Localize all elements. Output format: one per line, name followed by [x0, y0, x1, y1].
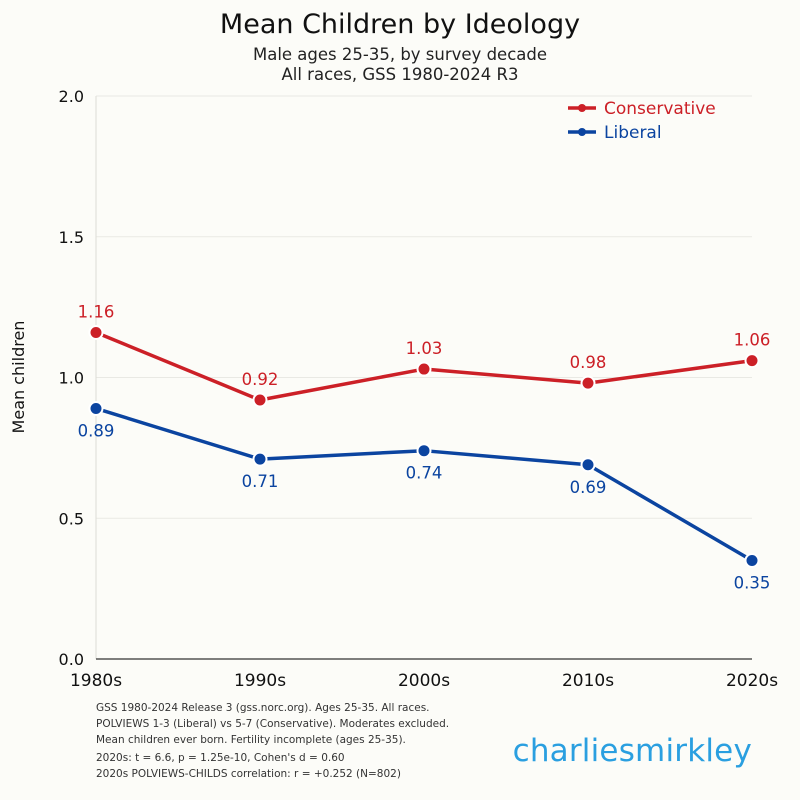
data-point-conservative — [252, 392, 268, 408]
chart-subtitle-line-1: Male ages 25-35, by survey decade — [253, 45, 547, 64]
data-point-liberal — [416, 443, 432, 459]
data-label-conservative: 0.92 — [242, 370, 279, 389]
legend-label-liberal: Liberal — [604, 123, 662, 143]
data-point-liberal — [744, 552, 760, 568]
chart-footnotes: GSS 1980-2024 Release 3 (gss.norc.org). … — [96, 700, 449, 782]
data-label-liberal: 0.71 — [242, 472, 279, 491]
y-tick-label: 0.5 — [59, 509, 84, 528]
y-tick-label: 1.0 — [59, 369, 84, 388]
x-tick-label: 1980s — [70, 671, 122, 691]
footnote-stat-line: 2020s: t = 6.6, p = 1.25e-10, Cohen's d … — [96, 752, 345, 764]
data-point-conservative — [580, 375, 596, 391]
y-tick-label: 1.5 — [59, 228, 84, 247]
data-point-liberal — [88, 400, 104, 416]
legend-label-conservative: Conservative — [604, 99, 716, 119]
legend-marker-conservative — [578, 104, 586, 112]
x-tick-label: 2020s — [726, 671, 778, 691]
footnote-line: Mean children ever born. Fertility incom… — [96, 734, 406, 746]
footnote-stat-line: 2020s POLVIEWS-CHILDS correlation: r = +… — [96, 768, 401, 780]
footnote-line: GSS 1980-2024 Release 3 (gss.norc.org). … — [96, 702, 430, 714]
x-tick-label: 2010s — [562, 671, 614, 691]
data-label-liberal: 0.35 — [734, 573, 771, 592]
data-point-conservative — [88, 324, 104, 340]
y-tick-label: 2.0 — [59, 87, 84, 106]
line-chart: Mean Children by Ideology Male ages 25-3… — [9, 9, 778, 691]
x-tick-label: 1990s — [234, 671, 286, 691]
data-label-conservative: 1.06 — [734, 331, 771, 350]
footnote-line: POLVIEWS 1-3 (Liberal) vs 5-7 (Conservat… — [96, 718, 450, 730]
data-point-liberal — [252, 451, 268, 467]
data-label-liberal: 0.74 — [406, 464, 443, 483]
data-label-liberal: 0.69 — [570, 478, 607, 497]
data-point-conservative — [416, 361, 432, 377]
series-line-liberal — [94, 406, 754, 563]
data-label-conservative: 1.16 — [78, 302, 115, 321]
data-label-conservative: 0.98 — [570, 353, 607, 372]
data-point-liberal — [580, 457, 596, 473]
data-label-liberal: 0.89 — [78, 421, 115, 440]
x-tick-label: 2000s — [398, 671, 450, 691]
chart-subtitle-line-2: All races, GSS 1980-2024 R3 — [281, 65, 518, 84]
data-label-conservative: 1.03 — [406, 339, 443, 358]
y-axis-label: Mean children — [9, 321, 28, 434]
legend-marker-liberal — [578, 128, 586, 136]
data-point-conservative — [744, 353, 760, 369]
y-tick-label: 0.0 — [59, 650, 84, 669]
chart-title: Mean Children by Ideology — [220, 9, 580, 40]
brand-watermark: charliesmirkley — [512, 733, 752, 769]
